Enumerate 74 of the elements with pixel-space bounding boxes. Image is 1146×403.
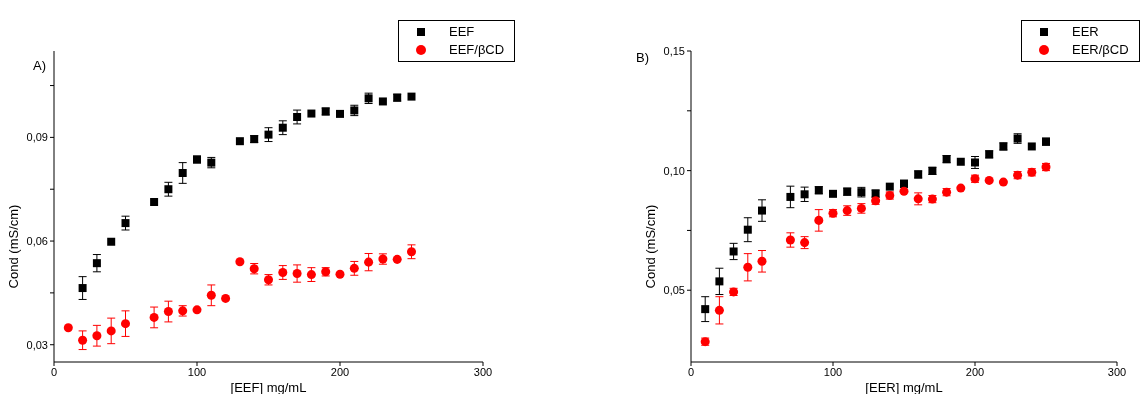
y-tick-label: 0,05 <box>663 284 685 297</box>
point <box>293 113 302 121</box>
y-tick-label: 0,03 <box>26 338 48 351</box>
point <box>378 97 387 106</box>
point <box>1027 142 1036 151</box>
point <box>956 157 965 166</box>
point <box>392 254 402 264</box>
point <box>336 109 344 118</box>
point <box>335 269 345 279</box>
point <box>406 247 417 257</box>
x-axis-title: [EEF] mg/mL <box>230 380 307 395</box>
legend-label: EER/βCD <box>1072 41 1129 59</box>
point <box>120 319 131 329</box>
point <box>92 259 101 268</box>
point <box>121 219 130 228</box>
x-tick-label: 0 <box>687 365 695 378</box>
point <box>106 326 116 336</box>
x-axis-title: [EER] mg/mL <box>865 380 943 395</box>
legend-label: EEF <box>449 23 475 41</box>
point <box>264 130 273 139</box>
point <box>407 92 416 101</box>
point <box>278 123 287 132</box>
y-axis-title: Cond (mS/cm) <box>642 204 658 289</box>
point <box>800 190 809 199</box>
point <box>164 185 173 194</box>
y-tick-label: 0,15 <box>663 44 685 57</box>
legend-label: EER <box>1072 23 1099 41</box>
x-tick-label: 100 <box>187 365 207 378</box>
point <box>701 305 710 314</box>
x-tick-label: 100 <box>823 365 843 378</box>
point <box>78 335 88 345</box>
point <box>178 168 187 177</box>
point <box>743 225 752 234</box>
x-tick-label: 0 <box>50 365 58 378</box>
point <box>885 182 894 191</box>
point <box>107 237 116 246</box>
point <box>829 189 837 198</box>
point <box>757 256 767 266</box>
point <box>729 247 738 256</box>
point <box>307 109 316 118</box>
point <box>758 206 766 215</box>
point <box>149 312 159 322</box>
point <box>814 215 824 225</box>
y-axis-title: Cond (mS/cm) <box>5 204 21 289</box>
point <box>192 305 202 315</box>
y-tick-label: 0,06 <box>26 234 48 247</box>
point <box>364 257 374 267</box>
point <box>899 186 909 196</box>
y-tick-label: 0,10 <box>663 164 685 177</box>
x-tick-label: 300 <box>1107 365 1127 378</box>
point <box>150 198 159 207</box>
point <box>956 183 966 193</box>
point <box>206 290 216 300</box>
x-tick-label: 300 <box>473 365 493 378</box>
point <box>743 262 753 272</box>
legend-label: EEF/βCD <box>449 41 505 59</box>
point <box>292 269 302 279</box>
point <box>78 284 87 293</box>
point <box>786 192 795 201</box>
point <box>63 323 73 333</box>
point <box>221 293 231 303</box>
point <box>998 177 1008 187</box>
point <box>715 277 724 286</box>
text: A) <box>33 58 46 73</box>
x-tick-label: 200 <box>965 365 985 378</box>
point <box>235 257 245 267</box>
point <box>984 175 994 185</box>
point <box>163 307 173 317</box>
point <box>92 331 102 341</box>
chart-title: B) <box>636 50 649 65</box>
x-tick-label: 200 <box>330 365 350 378</box>
point <box>714 305 724 315</box>
point <box>235 137 244 146</box>
y-tick-label: 0,09 <box>26 131 48 144</box>
